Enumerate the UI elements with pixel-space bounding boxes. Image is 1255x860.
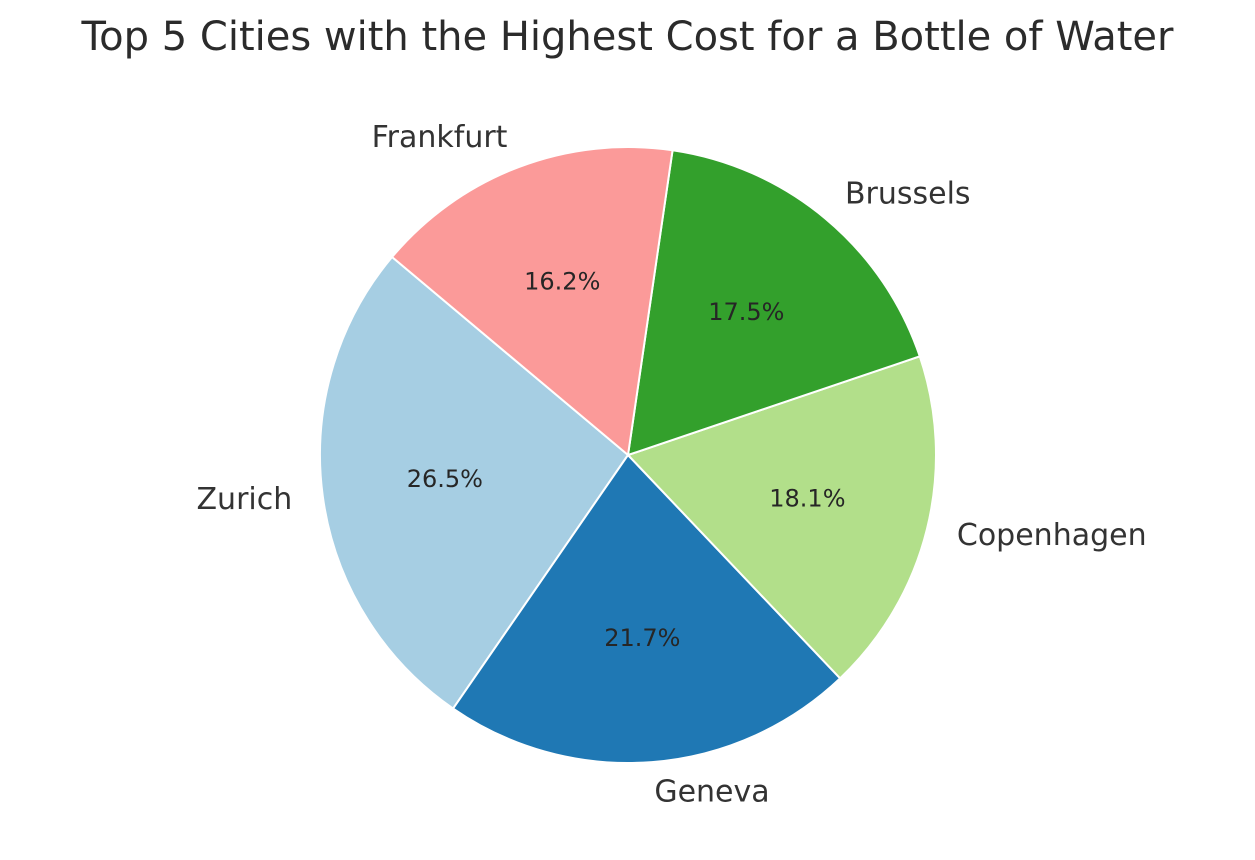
slice-label-frankfurt: Frankfurt <box>372 120 508 155</box>
percent-label-frankfurt: 16.2% <box>524 267 600 295</box>
slice-label-brussels: Brussels <box>845 176 971 211</box>
percent-label-zurich: 26.5% <box>407 465 483 493</box>
pie-slice-zurich <box>319 255 630 710</box>
pie-slice-brussels <box>626 149 922 457</box>
pie-slice-frankfurt <box>390 146 674 457</box>
slice-label-geneva: Geneva <box>654 774 769 809</box>
pie-labels: Zurich 26.5% Geneva 21.7% Copenhagen 18.1% Bru… <box>197 120 1147 809</box>
pie-slices <box>319 146 937 764</box>
pie-slice-geneva <box>451 453 842 764</box>
percent-label-geneva: 21.7% <box>604 624 680 652</box>
pie-slice-copenhagen <box>626 355 937 680</box>
percent-label-brussels: 17.5% <box>708 298 784 326</box>
slice-label-zurich: Zurich <box>197 482 293 517</box>
chart-title: Top 5 Cities with the Highest Cost for a… <box>81 14 1174 60</box>
slice-label-copenhagen: Copenhagen <box>957 518 1147 553</box>
percent-label-copenhagen: 18.1% <box>769 484 845 512</box>
